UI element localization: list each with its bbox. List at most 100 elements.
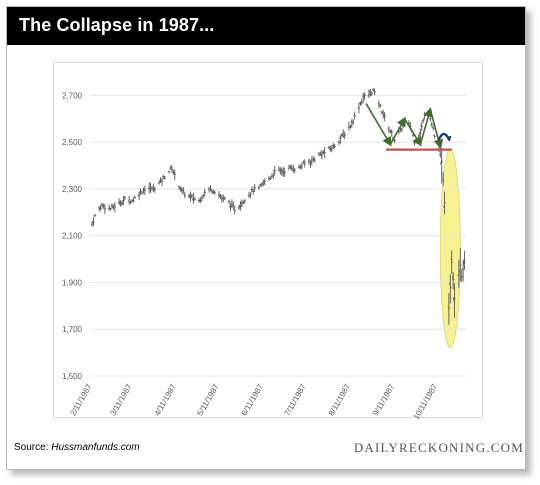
ohlc-bar [441,172,445,187]
ohlc-bar [209,185,212,192]
y-tick-label: 1,900 [62,278,83,287]
ohlc-bar [213,190,217,195]
ohlc-bar [423,111,426,120]
ohlc-bar [93,213,97,218]
trend-arrow [403,118,422,147]
ohlc-bar [281,166,285,177]
ohlc-bar [351,119,355,126]
ohlc-bar [127,195,131,205]
trend-arrow [365,103,392,147]
plot-frame [53,62,483,418]
ohlc-bar [373,88,376,96]
ohlc-bar [390,129,394,137]
ohlc-bar [440,148,444,184]
ohlc-bar [269,176,272,181]
chart-title: The Collapse in 1987... [19,15,215,35]
ohlc-bar [458,248,462,282]
ohlc-bar [137,191,141,201]
ohlc-bar [120,200,124,207]
ohlc-bar [158,177,162,184]
x-tick-label: 7/11/1987 [283,382,309,417]
ohlc-bar [251,189,255,195]
ohlc-bar [221,194,225,203]
ohlc-bar [131,197,135,203]
ohlc-bar [438,150,442,158]
ohlc-bar [210,188,214,194]
ohlc-bar [231,201,235,210]
ohlc-bar [413,140,416,146]
trend-arrow [389,116,406,145]
ohlc-bar [363,92,366,100]
ohlc-bar [400,127,404,132]
ohlc-bar [328,145,332,152]
ohlc-bar [433,134,436,139]
ohlc-bar [193,196,197,201]
ohlc-bar [442,191,446,215]
source-note: Source: Hussmanfunds.com [14,442,140,453]
rebound-arc [437,132,452,142]
ohlc-bar [431,125,435,131]
ohlc-bar [202,194,205,198]
ohlc-bar [357,102,361,114]
ohlc-bar [90,221,94,227]
ohlc-bar [157,180,161,185]
ohlc-bar [200,195,204,202]
x-tick-label: 4/11/1987 [153,382,179,417]
ohlc-bar [147,182,151,193]
ohlc-bar [173,169,177,180]
ohlc-bar [462,250,466,270]
ohlc-bar [430,121,434,127]
ohlc-bar [387,126,391,134]
ohlc-bar [91,217,95,227]
ohlc-bar [300,163,304,170]
x-tick-label: 10/11/1987 [412,382,440,421]
ohlc-bar [367,89,371,98]
ohlc-bar [100,202,104,208]
ohlc-bar [140,191,144,195]
ohlc-bar [371,87,375,92]
ohlc-bar [301,160,305,164]
ohlc-bar [377,100,381,108]
ohlc-bar [170,164,174,173]
ohlc-bar [109,207,112,211]
brand-watermark: DAILYRECKONING.COM [353,440,524,455]
ohlc-bar [203,188,207,197]
ohlc-bar [383,112,386,122]
ohlc-bar [417,133,421,138]
ohlc-bar [198,197,202,203]
x-tick-label: 6/11/1987 [240,382,266,417]
ohlc-bar [460,269,464,282]
ohlc-bar [103,204,107,214]
ohlc-bar [420,121,424,132]
y-tick-label: 2,700 [62,91,83,100]
ohlc-bar [378,104,382,108]
source-name: Hussmanfunds.com [51,442,140,453]
ohlc-bar [191,193,195,205]
ohlc-bar [253,183,257,192]
trend-arrow [419,107,433,145]
ohlc-bar [182,187,185,194]
ohlc-bar [320,150,324,160]
ohlc-bar [338,135,342,144]
ohlc-bar [149,182,152,194]
ohlc-bar [308,159,312,168]
ohlc-bar [227,199,231,205]
ohlc-bar [113,202,117,213]
ohlc-bar [217,190,221,199]
ohlc-bar [169,165,172,170]
ohlc-bar [243,198,247,204]
ohlc-bar [293,167,297,174]
ohlc-bar [183,191,187,199]
ohlc-bar [313,157,316,163]
ohlc-bar [228,202,232,212]
ohlc-bar [121,195,125,205]
ohlc-bar [153,186,157,193]
ohlc-bar [107,204,111,211]
ohlc-bar [418,128,422,138]
ohlc-bar [303,159,306,168]
ohlc-bar [163,175,167,180]
ohlc-bar [448,274,452,304]
ohlc-bar [451,272,455,290]
ohlc-bar [123,195,127,200]
